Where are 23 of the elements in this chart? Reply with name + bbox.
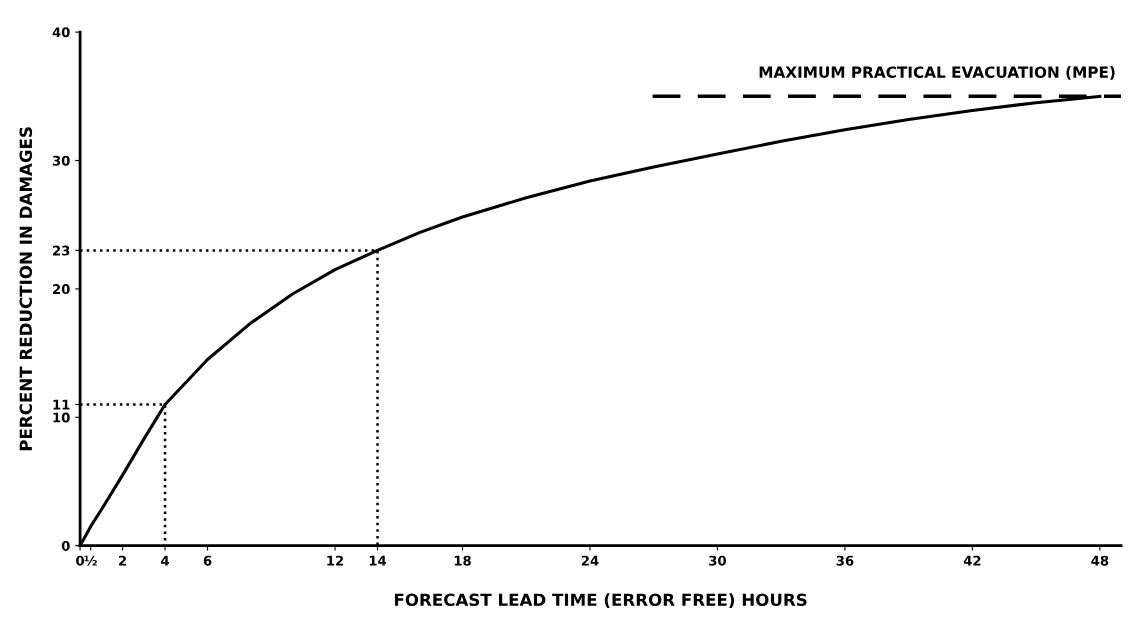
- x-tick-label: 42: [963, 555, 981, 566]
- x-tick-label: 2: [119, 555, 127, 566]
- y-tick-label: 20: [53, 284, 70, 295]
- x-tick-label: 48: [1091, 555, 1109, 566]
- x-axis-title: FORECAST LEAD TIME (ERROR FREE) HOURS: [394, 593, 807, 609]
- x-tick-label: 0: [76, 555, 85, 566]
- x-tick-label: 18: [454, 555, 471, 566]
- x-tick-label: 12: [327, 555, 344, 566]
- x-tick-label: 24: [581, 555, 599, 566]
- y-tick-label: 40: [52, 27, 70, 38]
- x-tick-label: ½: [84, 555, 97, 566]
- ref-line-label: MAXIMUM PRACTICAL EVACUATION (MPE): [759, 66, 1115, 80]
- x-tick-label: 4: [161, 555, 170, 566]
- y-tick-label: 0: [61, 540, 70, 551]
- y-tick-label: 23: [53, 245, 70, 256]
- y-tick-label: 30: [52, 155, 70, 166]
- y-axis-title: PERCENT REDUCTION IN DAMAGES: [19, 127, 33, 451]
- x-tick-label: 6: [203, 555, 212, 566]
- y-tick-label: 10: [53, 412, 70, 423]
- x-tick-label: 14: [369, 555, 387, 566]
- y-tick-label: 11: [53, 399, 70, 410]
- x-tick-label: 36: [836, 555, 854, 566]
- x-tick-label: 30: [709, 555, 726, 566]
